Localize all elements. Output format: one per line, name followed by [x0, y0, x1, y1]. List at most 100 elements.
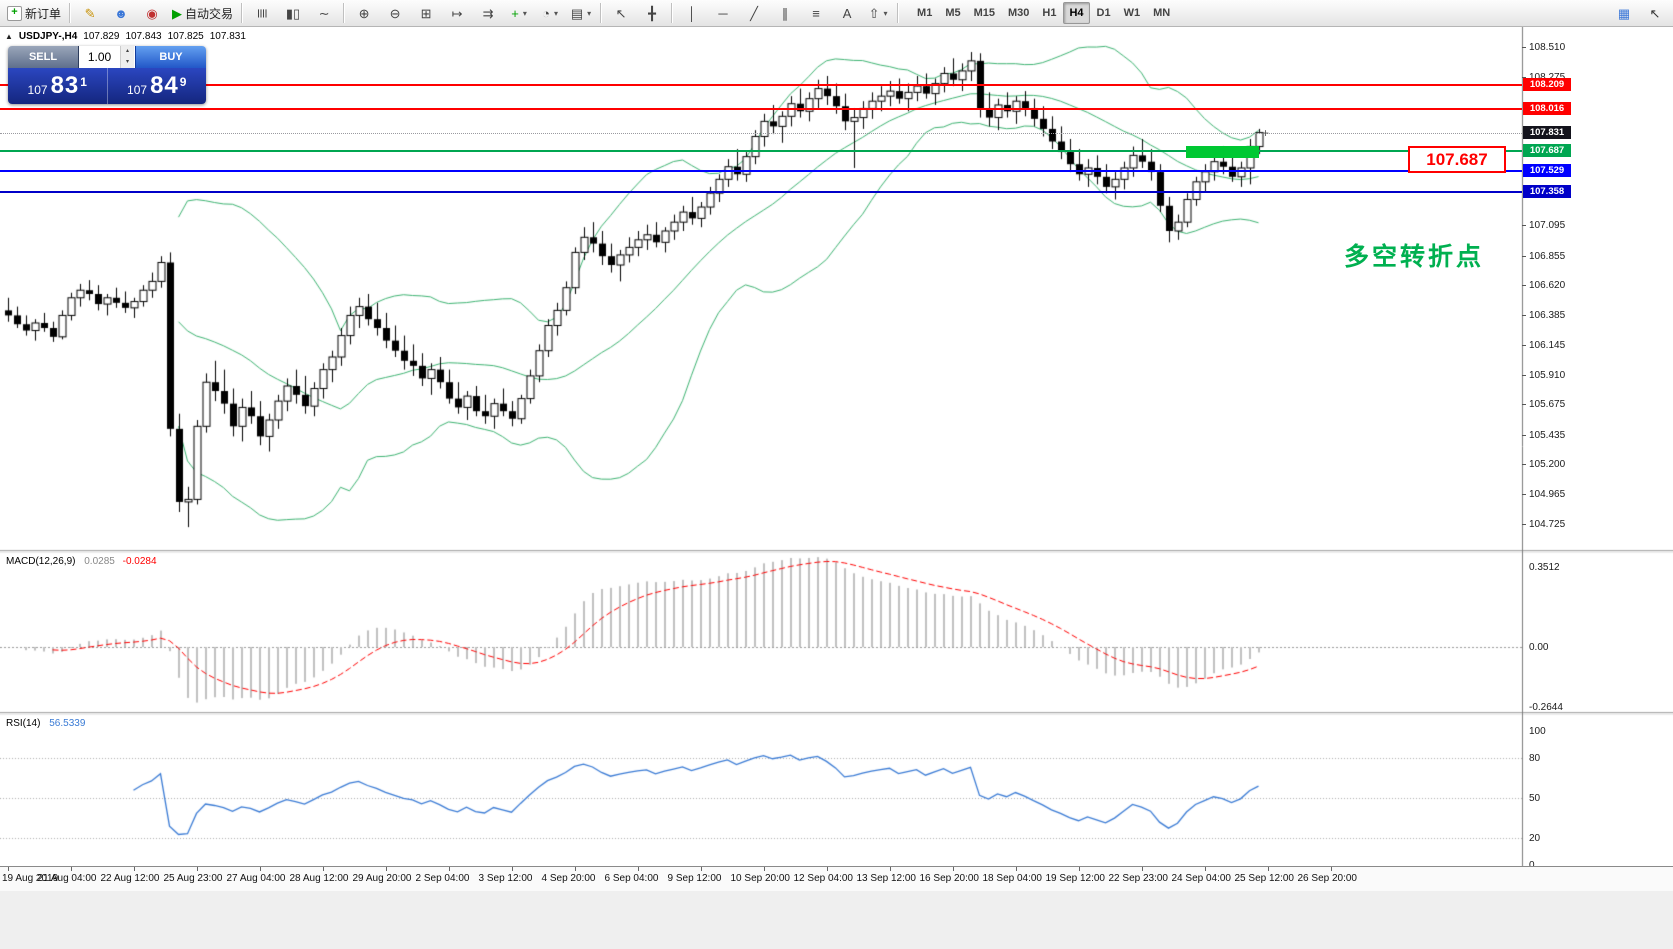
- zoom-out-button[interactable]: ⊖: [380, 1, 410, 25]
- timeframe-h4-button[interactable]: H4: [1063, 2, 1090, 24]
- toolbar-separator: [241, 3, 244, 23]
- tile-windows-icon: ⊞: [420, 5, 432, 21]
- time-axis-label: 3 Sep 12:00: [478, 873, 533, 884]
- sell-button[interactable]: SELL: [8, 46, 79, 68]
- time-axis-tick: [574, 867, 576, 871]
- toolbar-separator: [600, 3, 603, 23]
- time-axis-tick: [952, 867, 954, 871]
- templates-icon: ▤: [570, 5, 584, 21]
- time-axis-label: 19 Sep 12:00: [1045, 873, 1106, 884]
- metaeditor-icon: ✎: [84, 5, 96, 21]
- one-click-collapse-button[interactable]: ▲: [5, 32, 13, 41]
- time-axis-tick: [1141, 867, 1143, 871]
- market-watch-icon: ☻: [114, 5, 128, 21]
- time-axis-label: 2 Sep 04:00: [415, 873, 470, 884]
- sell-price-prefix: 107: [27, 82, 48, 97]
- arrows-tool-button[interactable]: ⇧ ▾: [863, 1, 893, 25]
- indicators-caret-icon: ▾: [522, 8, 527, 18]
- time-axis-label: 4 Sep 20:00: [541, 873, 596, 884]
- data-window-button[interactable]: ▦: [1609, 1, 1639, 25]
- market-watch-button[interactable]: ☻: [106, 1, 136, 25]
- time-axis-tick: [637, 867, 639, 871]
- periods-button[interactable]: ◔ ▾: [535, 1, 565, 25]
- buy-button[interactable]: BUY: [135, 46, 206, 68]
- window-bottom-area: [0, 891, 1673, 949]
- text-label-button[interactable]: A: [832, 1, 862, 25]
- time-axis[interactable]: 19 Aug 2019 21 Aug 04:00 22 Aug 12:00 25 Au…: [0, 866, 1673, 891]
- equidistant-channel-icon: ∥: [781, 5, 789, 21]
- auto-scroll-button[interactable]: ⇉: [473, 1, 503, 25]
- timeframe-m5-button[interactable]: M5: [945, 7, 961, 19]
- timeframe-mn-button[interactable]: MN: [1153, 7, 1171, 19]
- timeframe-w1-button[interactable]: W1: [1123, 7, 1141, 19]
- time-axis-tick: [1204, 867, 1206, 871]
- bar-close-value: 107.831: [209, 31, 246, 42]
- lot-decrease-button[interactable]: ▾: [121, 57, 134, 68]
- time-axis-label: 26 Sep 20:00: [1297, 873, 1358, 884]
- templates-button[interactable]: ▤ ▾: [566, 1, 596, 25]
- time-axis-label: 22 Sep 23:00: [1108, 873, 1169, 884]
- indicators-icon: +: [511, 5, 519, 21]
- time-axis-label: 28 Aug 12:00: [289, 873, 349, 884]
- lot-increase-button[interactable]: ▴: [121, 46, 134, 57]
- time-axis-tick: [511, 867, 513, 871]
- horizontal-line-button[interactable]: ─: [708, 1, 738, 25]
- equidistant-channel-button[interactable]: ∥: [770, 1, 800, 25]
- time-axis-label: 22 Aug 12:00: [100, 873, 160, 884]
- periods-caret-icon: ▾: [553, 8, 558, 18]
- trendline-button[interactable]: ╱: [739, 1, 769, 25]
- sell-price-pip: 1: [80, 74, 87, 89]
- timeframe-m1-button[interactable]: M1: [917, 7, 933, 19]
- rsi-value: 56.5339: [49, 718, 86, 729]
- signals-button[interactable]: ◉: [137, 1, 167, 25]
- bar-low-value: 107.825: [167, 31, 204, 42]
- price-chart-canvas[interactable]: [0, 27, 1673, 866]
- tile-windows-button[interactable]: ⊞: [411, 1, 441, 25]
- lot-spinner: ▴ ▾: [120, 46, 134, 68]
- buy-price-main: 84: [150, 72, 179, 99]
- vertical-line-button[interactable]: │: [677, 1, 707, 25]
- time-axis-label: 29 Aug 20:00: [352, 873, 412, 884]
- macd-signal-value: -0.0284: [122, 556, 157, 567]
- chart-shift-button[interactable]: ↦: [442, 1, 472, 25]
- indicators-button[interactable]: + ▾: [504, 1, 534, 25]
- rsi-name: RSI(14): [6, 718, 41, 729]
- time-axis-label: 24 Sep 04:00: [1171, 873, 1232, 884]
- cursor-button[interactable]: ↖: [606, 1, 636, 25]
- pivot-price-label[interactable]: 107.687: [1408, 146, 1506, 173]
- time-axis-tick: [385, 867, 387, 871]
- metaeditor-button[interactable]: ✎: [75, 1, 105, 25]
- timeframe-m30-button[interactable]: M30: [1008, 7, 1030, 19]
- time-axis-label: 27 Aug 04:00: [226, 873, 286, 884]
- lot-size-control: ▴ ▾: [79, 46, 135, 68]
- timeframe-m15-button[interactable]: M15: [973, 7, 995, 19]
- crosshair-button[interactable]: ╋: [637, 1, 667, 25]
- trendline-icon: ╱: [750, 5, 758, 21]
- quick-cursor-icon: ↖: [1649, 5, 1661, 21]
- auto-trading-label: 自动交易: [185, 6, 234, 21]
- auto-trading-button[interactable]: ▶ 自动交易: [168, 1, 237, 25]
- zoom-in-icon: ⊕: [358, 5, 370, 21]
- quick-cursor-button[interactable]: ↖: [1640, 1, 1670, 25]
- rsi-indicator-label: RSI(14) 56.5339: [6, 718, 85, 729]
- lot-size-input[interactable]: [79, 46, 120, 68]
- chart-candles-button[interactable]: ▮▯: [278, 1, 308, 25]
- chart-bars-button[interactable]: ≣: [247, 1, 277, 25]
- pivot-note-text: 多空转折点: [1344, 243, 1485, 271]
- toolbar-separator: [69, 3, 72, 23]
- time-axis-tick: [70, 867, 72, 871]
- timeframe-h1-button[interactable]: H1: [1042, 7, 1057, 19]
- timeframe-d1-button[interactable]: D1: [1096, 7, 1111, 19]
- fibonacci-button[interactable]: ≡: [801, 1, 831, 25]
- one-click-price-row: 107 83 1 107 84 9: [8, 68, 206, 104]
- sell-price-display[interactable]: 107 83 1: [8, 68, 107, 104]
- zoom-in-button[interactable]: ⊕: [349, 1, 379, 25]
- new-order-button[interactable]: + 新订单: [3, 1, 65, 25]
- buy-price-display[interactable]: 107 84 9: [106, 68, 207, 104]
- one-click-trading-panel: SELL ▴ ▾ BUY 107 83 1 107 84 9: [8, 46, 206, 104]
- macd-indicator-label: MACD(12,26,9) 0.0285 -0.0284: [6, 556, 157, 567]
- time-axis-tick: [133, 867, 135, 871]
- time-axis-label: 12 Sep 04:00: [793, 873, 854, 884]
- main-toolbar: + 新订单 ✎ ☻ ◉ ▶ 自动交易 ≣ ▮▯ ∼ ⊕ ⊖ ⊞ ↦ ⇉ + ▾ ◔ ▾ ▤ ▾ ↖ ╋ │ ─ ╱ ∥ ≡ A ⇧ ▾ M1 M…: [0, 0, 1673, 27]
- chart-line-button[interactable]: ∼: [309, 1, 339, 25]
